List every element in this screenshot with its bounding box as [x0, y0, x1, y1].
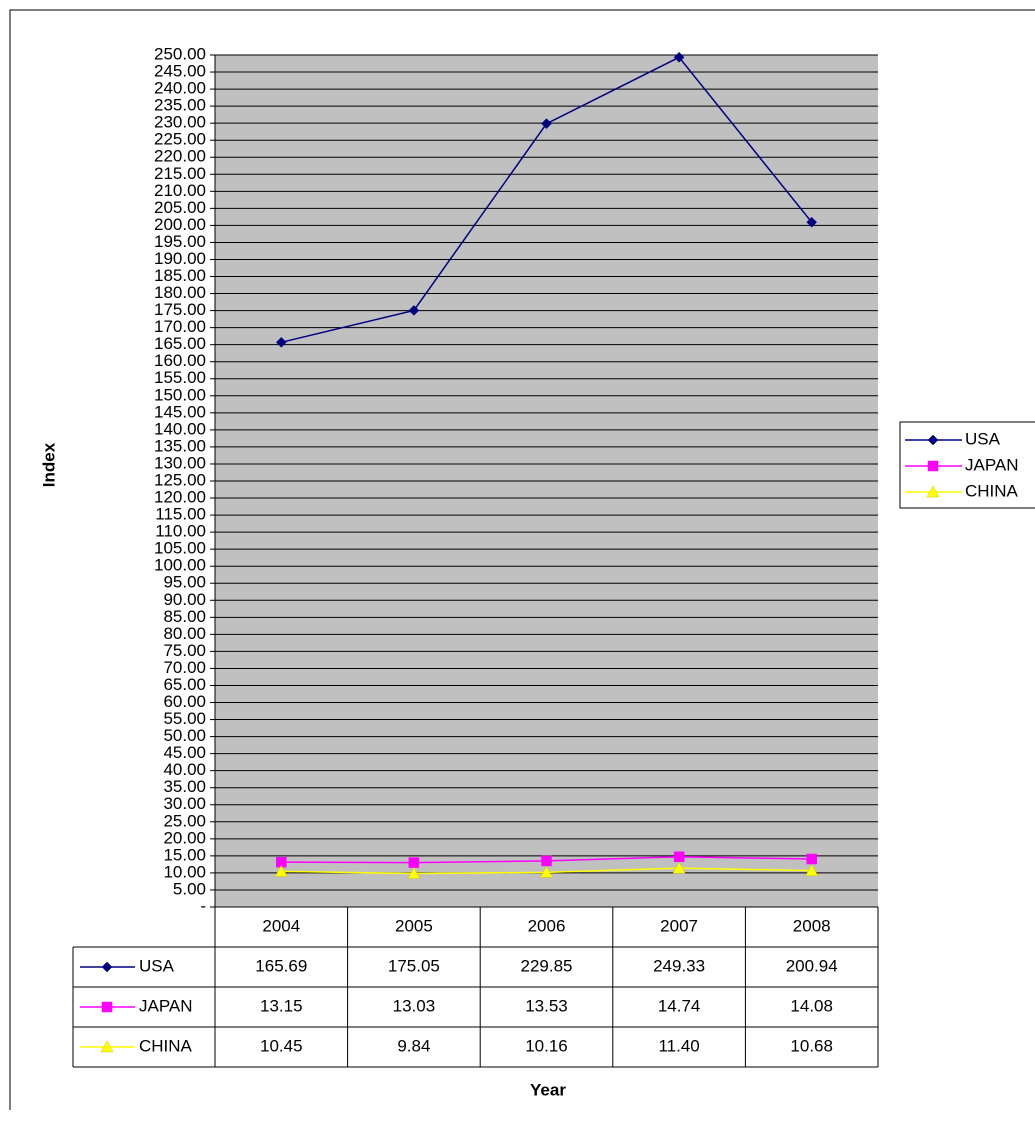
y-tick-label: 20.00 [163, 828, 206, 847]
table-legend-marker [102, 1002, 112, 1012]
table-value: 11.40 [658, 1036, 699, 1055]
point [542, 856, 552, 866]
y-tick-label: 40.00 [163, 760, 206, 779]
y-tick-label: 60.00 [163, 692, 206, 711]
table-value: 14.08 [790, 996, 833, 1015]
y-tick-label: 120.00 [154, 488, 206, 507]
table-value: 13.15 [260, 996, 303, 1015]
y-tick-label: 55.00 [163, 709, 206, 728]
y-tick-label: 205.00 [154, 198, 206, 217]
table-row-label: CHINA [139, 1036, 193, 1055]
point [409, 858, 419, 868]
y-tick-label: 65.00 [163, 675, 206, 694]
table-value: 200.94 [786, 956, 838, 975]
table-value: 10.16 [525, 1036, 568, 1055]
y-tick-label: 225.00 [154, 130, 206, 149]
table-value: 10.68 [790, 1036, 833, 1055]
y-tick-label: 185.00 [154, 266, 206, 285]
y-tick-label: 115.00 [155, 505, 206, 524]
x-tick-label: 2007 [660, 916, 698, 935]
table-value: 10.45 [260, 1036, 303, 1055]
y-tick-label: 15.00 [163, 845, 206, 864]
y-tick-label: 200.00 [154, 215, 206, 234]
x-tick-label: 2004 [262, 916, 300, 935]
y-tick-label: 195.00 [154, 232, 206, 251]
y-tick-label: 125.00 [154, 470, 206, 489]
y-tick-label: 110.00 [155, 522, 206, 541]
y-tick-label: 240.00 [154, 79, 206, 98]
y-tick-label: 150.00 [154, 385, 206, 404]
x-axis-label: Year [530, 1080, 566, 1099]
y-tick-label: 130.00 [154, 453, 206, 472]
table-value: 249.33 [653, 956, 705, 975]
legend-label: CHINA [965, 481, 1019, 500]
y-tick-label: 70.00 [163, 658, 206, 677]
y-tick-label: 85.00 [163, 607, 206, 626]
y-tick-label: 165.00 [154, 334, 206, 353]
y-tick-label: 95.00 [163, 573, 206, 592]
y-tick-label: 45.00 [163, 743, 206, 762]
y-tick-label: 190.00 [154, 249, 206, 268]
y-tick-label: 250.00 [154, 44, 206, 63]
table-value: 9.84 [397, 1036, 430, 1055]
y-tick-label: 35.00 [163, 777, 206, 796]
y-tick-label: 145.00 [154, 402, 206, 421]
table-legend-marker [102, 962, 112, 972]
chart: Index Year -5.0010.0015.0020.0025.0030.0… [0, 0, 1035, 1122]
y-tick-label: 160.00 [154, 351, 206, 370]
y-tick-label: 220.00 [154, 147, 206, 166]
point [674, 852, 684, 862]
y-tick-label: 180.00 [154, 283, 206, 302]
y-tick-label: 215.00 [154, 164, 206, 183]
x-tick-label: 2008 [793, 916, 831, 935]
y-tick-label: 90.00 [163, 590, 206, 609]
y-tick-label: 105.00 [154, 539, 206, 558]
y-tick-label: 30.00 [163, 794, 206, 813]
y-tick-label: 230.00 [154, 113, 206, 132]
y-tick-label: 170.00 [154, 317, 206, 336]
y-tick-label: 235.00 [154, 96, 206, 115]
y-tick-label: 80.00 [163, 624, 206, 643]
legend-label: JAPAN [965, 455, 1019, 474]
x-tick-label: 2006 [528, 916, 566, 935]
x-tick-label: 2005 [395, 916, 433, 935]
y-tick-label: 135.00 [154, 436, 206, 455]
y-tick-label: 100.00 [154, 556, 206, 575]
y-tick-label: 155.00 [154, 368, 206, 387]
y-tick-label: 50.00 [163, 726, 206, 745]
point [807, 854, 817, 864]
legend-marker [928, 461, 938, 471]
table-value: 14.74 [658, 996, 701, 1015]
legend-label: USA [965, 429, 1001, 448]
table-value: 165.69 [255, 956, 307, 975]
y-tick-label: 10.00 [163, 862, 206, 881]
y-axis-label: Index [39, 442, 58, 487]
y-tick-label: 5.00 [173, 879, 206, 898]
y-tick-label: 140.00 [154, 419, 206, 438]
y-tick-label: - [200, 896, 206, 915]
table-value: 13.53 [525, 996, 568, 1015]
y-tick-label: 75.00 [163, 641, 206, 660]
table-value: 175.05 [388, 956, 440, 975]
y-tick-label: 25.00 [163, 811, 206, 830]
table-value: 13.03 [393, 996, 436, 1015]
table-row-label: USA [139, 956, 175, 975]
table-value: 229.85 [521, 956, 573, 975]
y-tick-label: 175.00 [154, 300, 206, 319]
y-tick-label: 210.00 [154, 181, 206, 200]
table-row-label: JAPAN [139, 996, 193, 1015]
y-tick-label: 245.00 [154, 62, 206, 81]
